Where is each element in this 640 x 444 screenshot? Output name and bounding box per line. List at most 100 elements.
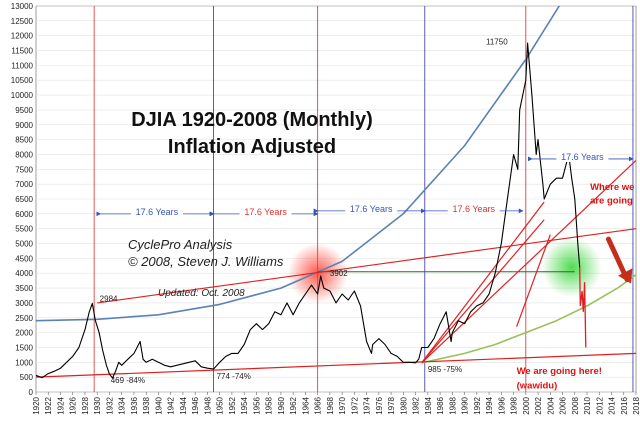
cycle-span: 17.6 Years — [527, 150, 634, 162]
x-tick-label: 2012 — [595, 396, 604, 414]
y-tick-label: 1000 — [15, 358, 33, 367]
forecast-note: are going — [590, 195, 633, 206]
y-tick-label: 9000 — [15, 121, 33, 130]
x-tick-label: 1954 — [240, 396, 249, 414]
annotations: 2984 11750 3902 469 -84% 774 -74% 985 -75% Whe… — [100, 38, 635, 392]
x-tick-label: 1924 — [56, 396, 65, 414]
x-axis-ticks: 1920 1922 1924 1926 1928 1930 1932 1934 1936 1938… — [32, 392, 640, 415]
x-tick-label: 1950 — [216, 396, 225, 414]
x-tick-label: 1966 — [314, 396, 323, 414]
x-tick-label: 1934 — [118, 396, 127, 414]
x-tick-label: 1982 — [412, 396, 421, 414]
analysis-label: CyclePro Analysis — [128, 237, 233, 252]
trend-line — [516, 234, 551, 327]
x-tick-label: 1938 — [142, 396, 151, 414]
y-tick-label: 7500 — [15, 165, 33, 174]
x-tick-label: 1960 — [277, 396, 286, 414]
x-tick-label: 1994 — [485, 396, 494, 414]
x-tick-label: 1940 — [154, 396, 163, 414]
x-tick-label: 1978 — [387, 396, 396, 414]
y-tick-label: 10500 — [11, 76, 34, 85]
lower-trend-curve — [421, 274, 636, 364]
forecast-note: We are going here! — [517, 366, 602, 377]
cycle-span-label-bg — [130, 205, 183, 217]
x-tick-label: 2006 — [559, 396, 568, 414]
x-tick-label: 1968 — [326, 396, 335, 414]
y-tick-label: 0 — [29, 388, 34, 397]
x-tick-label: 1962 — [289, 396, 298, 414]
x-tick-label: 2010 — [583, 396, 592, 414]
x-tick-label: 1988 — [448, 396, 457, 414]
chart-title-line2: Inflation Adjusted — [168, 136, 336, 158]
x-tick-label: 1946 — [191, 396, 200, 414]
x-tick-label: 1930 — [93, 396, 102, 414]
trend-line — [97, 228, 636, 304]
x-tick-label: 2018 — [632, 396, 640, 414]
y-axis-ticks: 0 500 1000 1500 2000 2500 3000 3500 4000 4500 5000… — [11, 2, 34, 397]
y-tick-label: 7000 — [15, 180, 33, 189]
cycle-span-label: 17.6 Years — [561, 152, 604, 162]
x-tick-label: 1928 — [81, 396, 90, 414]
x-tick-label: 1996 — [497, 396, 506, 414]
djia-series — [36, 42, 581, 379]
forecast-note: (wawidu) — [517, 380, 558, 391]
y-tick-label: 500 — [20, 373, 34, 382]
x-tick-label: 1956 — [252, 396, 261, 414]
x-tick-label: 2014 — [608, 396, 617, 414]
cycle-span-label-bg — [556, 150, 609, 162]
x-tick-label: 1998 — [510, 396, 519, 414]
y-tick-label: 5500 — [15, 225, 33, 234]
trend-curves — [36, 6, 636, 364]
y-tick-label: 11000 — [11, 61, 33, 70]
x-tick-label: 1948 — [203, 396, 212, 414]
x-tick-label: 1992 — [473, 396, 482, 414]
y-tick-label: 8000 — [15, 150, 33, 159]
x-tick-label: 2004 — [546, 396, 555, 414]
y-tick-label: 12000 — [11, 32, 34, 41]
x-tick-label: 2008 — [571, 396, 580, 414]
cycle-span: 17.6 Years — [313, 202, 426, 214]
y-tick-label: 4000 — [15, 269, 33, 278]
data-annotation: 469 -84% — [111, 376, 145, 385]
cycle-span: 17.6 Years — [96, 205, 215, 217]
copyright-label: © 2008, Steven J. Williams — [128, 254, 284, 269]
y-tick-label: 3000 — [15, 299, 33, 308]
x-tick-label: 1990 — [461, 396, 470, 414]
y-tick-label: 12500 — [11, 17, 34, 26]
cycle-span: 17.6 Years — [209, 205, 319, 217]
y-tick-label: 4500 — [15, 254, 33, 263]
x-tick-label: 1936 — [130, 396, 139, 414]
forecast-note: Where we — [590, 182, 634, 193]
updated-label: Updated: Oct. 2008 — [158, 288, 245, 299]
x-tick-label: 1964 — [301, 396, 310, 414]
trend-line — [421, 201, 545, 364]
x-tick-label: 1980 — [399, 396, 408, 414]
x-tick-label: 1958 — [265, 396, 274, 414]
y-tick-label: 10000 — [11, 91, 34, 100]
y-tick-label: 2000 — [15, 329, 33, 338]
chart-title-line1: DJIA 1920-2008 (Monthly) — [131, 109, 373, 131]
cycle-span-label: 17.6 Years — [244, 207, 287, 217]
cycle-span-label-bg — [239, 205, 292, 217]
data-annotation: 11750 — [486, 38, 508, 47]
x-tick-label: 1932 — [105, 396, 114, 414]
x-tick-label: 1920 — [32, 396, 41, 414]
data-annotation: 985 -75% — [428, 365, 462, 374]
data-annotation: 2984 — [100, 295, 118, 304]
y-tick-label: 13000 — [11, 2, 34, 11]
y-tick-label: 11500 — [11, 47, 33, 56]
cycle-span-label-bg — [447, 202, 500, 214]
data-annotation: 774 -74% — [217, 372, 251, 381]
x-tick-label: 1976 — [375, 396, 384, 414]
trend-line — [36, 352, 636, 378]
y-tick-label: 9500 — [15, 106, 33, 115]
y-tick-label: 5000 — [15, 240, 33, 249]
cycle-spans: 17.6 Years 17.6 Years 17.6 Years 17.6 Years… — [96, 150, 634, 217]
cycle-lines — [93, 6, 634, 392]
x-tick-label: 1984 — [424, 396, 433, 414]
exponential-curve — [36, 6, 561, 322]
cycle-span-label: 17.6 Years — [350, 204, 393, 214]
x-tick-label: 1942 — [167, 396, 176, 414]
data-annotation: 3902 — [330, 269, 348, 278]
